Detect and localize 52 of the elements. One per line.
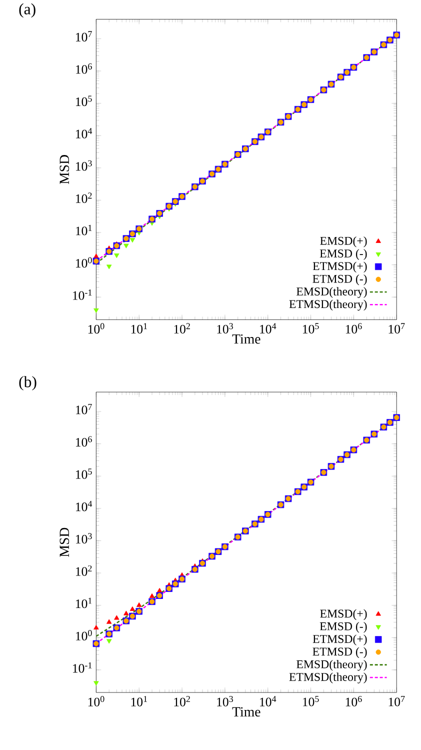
y-axis-title: MSD bbox=[60, 528, 69, 557]
y-tick-label: 10$^{2}$ bbox=[76, 192, 92, 204]
y-tick-label: 10$^{6}$ bbox=[76, 436, 92, 447]
legend-label: EMSD (-) bbox=[320, 249, 367, 260]
legend-label: EMSD (-) bbox=[320, 622, 367, 633]
y-tick-label: 10$^{1}$ bbox=[76, 224, 92, 236]
legend-label: ETMSD(theory) bbox=[289, 672, 367, 684]
x-tick-label: 10$^{2}$ bbox=[174, 696, 190, 706]
x-tick-label: 10$^{7}$ bbox=[388, 696, 405, 706]
x-tick-label: 10$^{3}$ bbox=[216, 696, 233, 706]
x-tick-label: 10$^{3}$ bbox=[216, 323, 233, 334]
x-tick-label: 10$^{2}$ bbox=[174, 323, 190, 334]
legend-label: ETMSD(+) bbox=[312, 262, 367, 273]
x-axis-title: Time bbox=[232, 707, 260, 717]
legend-label: ETMSD (-) bbox=[312, 274, 367, 286]
y-tick-label: 10$^{4}$ bbox=[76, 500, 92, 512]
legend-label: ETMSD(+) bbox=[312, 634, 367, 646]
y-tick-label: 10$^{0}$ bbox=[76, 630, 92, 640]
y-tick-label: 10$^{6}$ bbox=[76, 63, 92, 74]
chart-title: (b) bbox=[19, 376, 36, 390]
x-tick-label: 10$^{0}$ bbox=[88, 323, 104, 334]
legend-label: EMSD(+) bbox=[320, 236, 367, 248]
legend-label: EMSD(theory) bbox=[296, 660, 367, 671]
legend-label: ETMSD(theory) bbox=[289, 300, 367, 311]
legend-label: EMSD(+) bbox=[320, 609, 367, 620]
x-tick-label: 10$^{1}$ bbox=[131, 696, 147, 706]
x-tick-label: 10$^{4}$ bbox=[260, 323, 276, 334]
x-axis-title: Time bbox=[232, 334, 260, 344]
chart-title: (a) bbox=[19, 3, 36, 18]
y-tick-label: 10$^{1}$ bbox=[76, 598, 92, 608]
x-tick-label: 10$^{0}$ bbox=[88, 696, 104, 706]
x-tick-label: 10$^{5}$ bbox=[302, 696, 319, 706]
y-tick-label: 10$^{7}$ bbox=[76, 31, 92, 42]
y-tick-label: 10$^{2}$ bbox=[76, 565, 92, 576]
y-tick-label: 10$^{4}$ bbox=[76, 128, 92, 138]
y-tick-label: 10$^{-1}$ bbox=[72, 662, 92, 673]
legend-label: ETMSD (-) bbox=[312, 647, 367, 658]
y-tick-label: 10$^{-1}$ bbox=[72, 290, 92, 300]
x-tick-label: 10$^{6}$ bbox=[346, 323, 362, 334]
x-tick-label: 10$^{6}$ bbox=[346, 696, 362, 706]
y-tick-label: 10$^{5}$ bbox=[76, 468, 92, 479]
x-tick-label: 10$^{7}$ bbox=[388, 323, 405, 334]
y-tick-label: 10$^{7}$ bbox=[76, 404, 92, 414]
y-tick-label: 10$^{5}$ bbox=[76, 96, 92, 106]
y-tick-label: 10$^{0}$ bbox=[76, 257, 92, 268]
y-axis-title: MSD bbox=[60, 155, 69, 184]
x-tick-label: 10$^{4}$ bbox=[260, 696, 276, 706]
x-tick-label: 10$^{1}$ bbox=[131, 323, 147, 334]
y-tick-label: 10$^{3}$ bbox=[76, 533, 92, 544]
x-tick-label: 10$^{5}$ bbox=[302, 323, 319, 334]
y-tick-label: 10$^{3}$ bbox=[76, 160, 92, 171]
legend-label: EMSD(theory) bbox=[296, 287, 367, 298]
